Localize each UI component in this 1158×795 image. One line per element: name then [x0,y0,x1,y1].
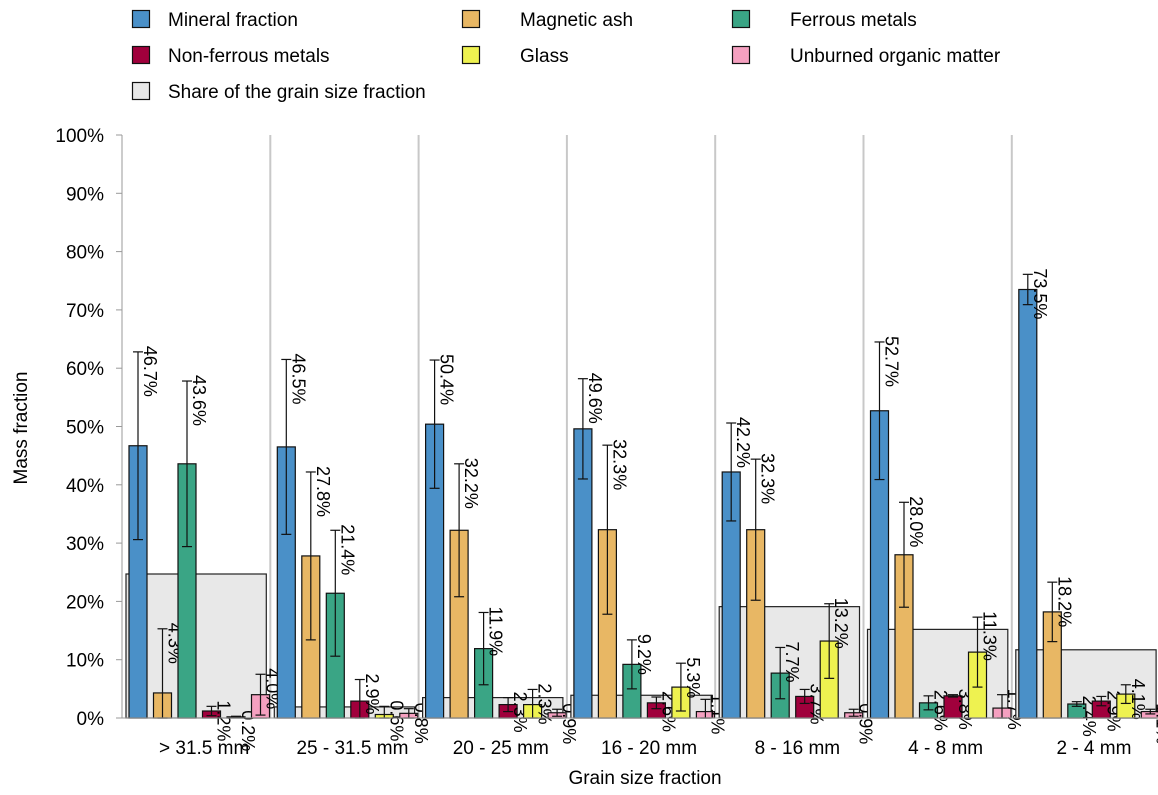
data-label-0-1: 46.5% [288,353,308,404]
y-tick-label-6: 60% [66,359,104,380]
data-label-1-4: 32.3% [758,453,778,504]
data-label-5-6: 1.1% [1152,703,1158,744]
data-label-4-5: 11.3% [980,611,1000,661]
category-separators [269,135,1013,718]
x-tick-label-3: 16 - 20 mm [601,738,697,759]
legend-label-0: Mineral fraction [168,10,298,31]
y-tick-label-7: 70% [66,301,104,322]
data-label-0-3: 49.6% [585,373,605,424]
x-tick-label-4: 8 - 16 mm [755,738,841,759]
y-tick-label-2: 20% [66,592,104,613]
y-tick-label-10: 100% [55,126,104,147]
data-label-2-2: 11.9% [486,606,506,656]
x-tick-label-1: 25 - 31.5 mm [296,738,408,759]
data-label-1-5: 28.0% [906,496,926,547]
data-label-3-1: 2.9% [362,674,382,715]
y-tick-label-1: 10% [66,651,104,672]
legend-label-2: Ferrous metals [790,10,917,31]
data-label-1-3: 32.3% [609,439,629,490]
data-label-2-3: 9.2% [634,634,654,675]
legend-label-1: Magnetic ash [520,10,633,31]
legend-label-share: Share of the grain size fraction [168,82,426,103]
data-label-4-6: 4.1% [1128,679,1148,720]
x-axis-title: Grain size fraction [568,768,721,789]
data-label-0-4: 42.2% [733,417,753,468]
x-tick-label-0: > 31.5 mm [159,738,249,759]
legend-swatch-2 [731,9,751,29]
y-tick-label-8: 80% [66,243,104,264]
data-label-3-0: 1.2% [214,700,234,741]
data-label-4-4: 13.2% [831,598,851,649]
data-label-2-1: 21.4% [337,524,357,575]
data-label-0-6: 73.5% [1030,268,1050,319]
legend: Mineral fraction Magnetic ash Ferrous meta… [131,9,1001,103]
data-label-0-0: 46.7% [140,346,160,397]
data-label-2-0: 43.6% [189,375,209,426]
data-label-4-1: 0.6% [386,700,406,741]
x-tick-label-5: 4 - 8 mm [908,738,983,759]
x-tick-label-2: 20 - 25 mm [453,738,549,759]
data-label-1-2: 32.2% [461,458,481,509]
x-axis: > 31.5 mm 25 - 31.5 mm 20 - 25 mm 16 - 20 m… [122,717,1158,759]
data-label-1-1: 27.8% [313,466,333,517]
legend-swatch-1 [461,9,481,29]
y-tick-label-3: 30% [66,534,104,555]
data-label-3-2: 2.3% [510,692,530,733]
plot-area: 46.7%4.3%43.6%1.2% 0.2%4.0%46.5%27.8%21.4… [125,268,1158,751]
data-label-0-2: 50.4% [437,354,457,405]
legend-swatch-4 [461,45,481,65]
legend-swatch-0 [131,9,151,29]
data-label-4-0: 0.2% [238,710,258,751]
data-label-4-3: 5.3% [683,657,703,698]
data-label-0-5: 52.7% [882,336,902,387]
bar-0-6 [1018,288,1038,719]
y-tick-label-9: 90% [66,184,104,205]
legend-swatch-5 [731,45,751,65]
legend-swatch-share [131,81,151,101]
y-axis-title: Mass fraction [11,372,32,485]
data-label-2-4: 7.7% [782,641,802,682]
legend-label-5: Unburned organic matter [790,46,1001,67]
y-tick-label-0: 0% [77,709,105,730]
legend-label-3: Non-ferrous metals [168,46,330,67]
y-tick-label-4: 40% [66,476,104,497]
data-label-1-6: 18.2% [1054,576,1074,627]
x-tick-label-6: 2 - 4 mm [1056,738,1131,759]
legend-label-4: Glass [520,46,569,67]
y-axis: 0% 10% 20% 30% 40% 50% 60% 70% 80% 90% 100% [55,126,123,730]
y-tick-label-5: 50% [66,418,104,439]
legend-swatch-3 [131,45,151,65]
